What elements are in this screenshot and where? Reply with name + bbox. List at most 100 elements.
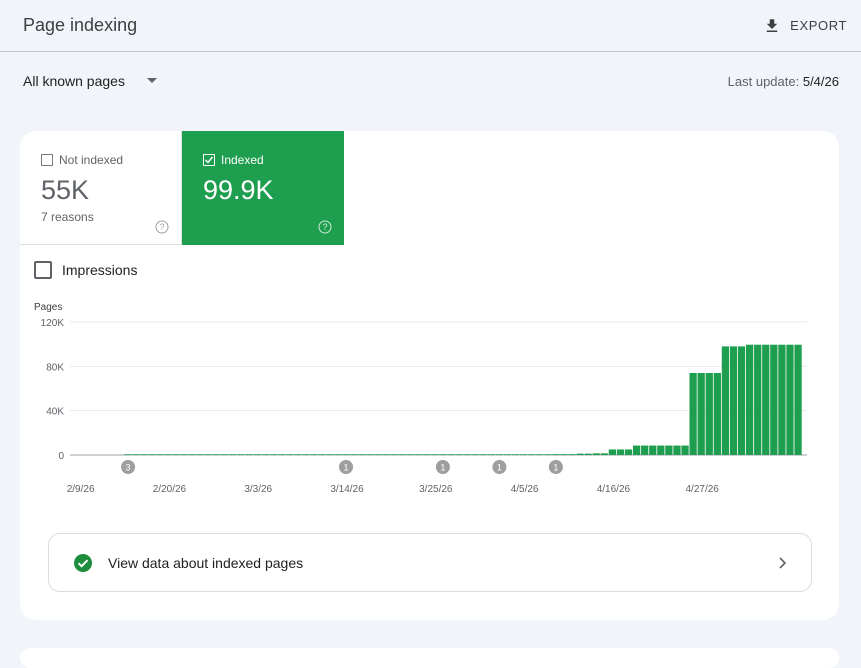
svg-text:?: ? — [322, 222, 327, 232]
chart-bar — [447, 454, 455, 456]
chart-bar — [657, 445, 665, 455]
chart-bar — [729, 346, 738, 455]
next-card — [20, 648, 839, 668]
annotation-marker — [492, 460, 507, 474]
chevron-right-icon — [779, 556, 787, 569]
not-indexed-checkbox[interactable] — [41, 154, 53, 166]
indexed-pages-chart: Pages 0 40K 80K 120K 2/9/26 2/20/26 3/3/26 3/14/… — [34, 302, 807, 495]
chart-bar — [124, 454, 132, 456]
chart-bar — [560, 454, 568, 455]
x-tick-label: 4/16/26 — [597, 484, 631, 495]
indexed-tile[interactable]: Indexed 99.9K ? — [182, 131, 344, 245]
chart-bar — [350, 454, 358, 456]
dropdown-arrow-icon — [146, 78, 157, 83]
chart-bar — [439, 454, 447, 456]
indexing-card: Not indexed 55K 7 reasons ? Indexed 99.9… — [20, 131, 839, 620]
export-label: EXPORT — [790, 18, 847, 33]
help-icon[interactable]: ? — [155, 220, 169, 234]
chart-bar — [213, 454, 221, 456]
chart-bar — [519, 454, 528, 456]
export-button[interactable]: EXPORT — [763, 17, 847, 35]
indexed-label: Indexed — [221, 153, 264, 167]
indexed-checkbox[interactable] — [203, 154, 215, 166]
chart-bar — [770, 344, 778, 455]
chart-bar — [511, 454, 520, 456]
filter-row: All known pages Last update: 5/4/26 — [0, 52, 861, 110]
chart-bar — [721, 346, 730, 455]
chart-bar — [487, 454, 495, 456]
impressions-toggle[interactable]: Impressions — [34, 261, 137, 279]
annotation-count: 1 — [440, 463, 445, 473]
chart-bar — [794, 344, 802, 455]
chart-bar — [632, 445, 641, 455]
chart-bar — [172, 454, 181, 456]
chart-bar — [197, 454, 205, 456]
chart-bar — [366, 454, 374, 456]
chart-bar — [592, 453, 600, 455]
help-icon[interactable]: ? — [318, 220, 332, 234]
chart-bar — [415, 454, 423, 456]
chart-bar — [423, 454, 431, 456]
last-update: Last update: 5/4/26 — [728, 74, 839, 89]
chart-bar — [431, 454, 439, 456]
chart-bar — [463, 454, 471, 456]
chart-bar — [528, 454, 536, 456]
view-indexed-pages-label: View data about indexed pages — [108, 554, 304, 571]
chart-bar — [205, 454, 213, 456]
x-tick-label: 2/9/26 — [67, 484, 95, 495]
chart-bar — [277, 454, 286, 456]
chart-bar — [342, 454, 350, 456]
chart-bar — [495, 454, 504, 456]
chart-bar — [237, 454, 245, 456]
annotation-marker — [121, 460, 136, 474]
chart-bar — [616, 449, 625, 455]
x-tick-label: 4/27/26 — [686, 484, 720, 495]
chart-bar — [624, 449, 633, 455]
chart-bar — [302, 454, 310, 456]
page-title: Page indexing — [23, 15, 138, 35]
x-tick-label: 3/25/26 — [419, 484, 453, 495]
chart-bar — [584, 453, 592, 455]
not-indexed-tile[interactable]: Not indexed 55K 7 reasons ? — [20, 131, 182, 245]
not-indexed-reasons: 7 reasons — [41, 210, 94, 224]
chart-bar — [148, 454, 156, 456]
chart-bar — [576, 453, 584, 455]
chart-bar — [156, 454, 164, 456]
chart-bar — [180, 454, 189, 456]
chart-bar — [326, 454, 334, 456]
check-circle-icon — [74, 553, 92, 572]
chart-bar — [374, 454, 382, 456]
chart-bar — [293, 454, 302, 456]
chart-bar — [689, 372, 697, 455]
chart-bar — [358, 454, 366, 456]
chart-bar — [334, 454, 342, 456]
not-indexed-value: 55K — [41, 175, 90, 205]
last-update-value: 5/4/26 — [802, 73, 839, 89]
chart-bar — [245, 454, 253, 456]
x-tick-label: 4/5/26 — [511, 484, 539, 495]
annotation-count: 1 — [344, 463, 349, 473]
impressions-checkbox[interactable] — [34, 261, 52, 279]
indexed-value: 99.9K — [203, 175, 274, 205]
chart-bar — [641, 445, 649, 455]
y-tick-label: 0 — [58, 451, 64, 462]
download-icon — [766, 18, 778, 32]
pages-filter-dropdown[interactable]: All known pages — [23, 73, 159, 89]
impressions-label: Impressions — [62, 262, 138, 278]
chart-bar — [649, 445, 657, 455]
y-tick-label: 40K — [46, 407, 64, 418]
chart-bar — [762, 344, 770, 455]
view-indexed-pages-link[interactable]: View data about indexed pages — [48, 533, 812, 592]
chart-bar — [737, 346, 746, 455]
chart-bar — [754, 344, 762, 455]
chart-bar — [261, 454, 269, 456]
x-tick-label: 3/14/26 — [330, 484, 364, 495]
chart-bar — [229, 454, 237, 456]
chart-bar — [285, 454, 294, 456]
chart-bar — [471, 454, 479, 456]
check-icon — [205, 156, 214, 164]
chart-bar — [406, 454, 415, 456]
chart-bar — [745, 344, 754, 455]
chart-bar — [608, 449, 617, 455]
chart-bar — [221, 454, 229, 456]
